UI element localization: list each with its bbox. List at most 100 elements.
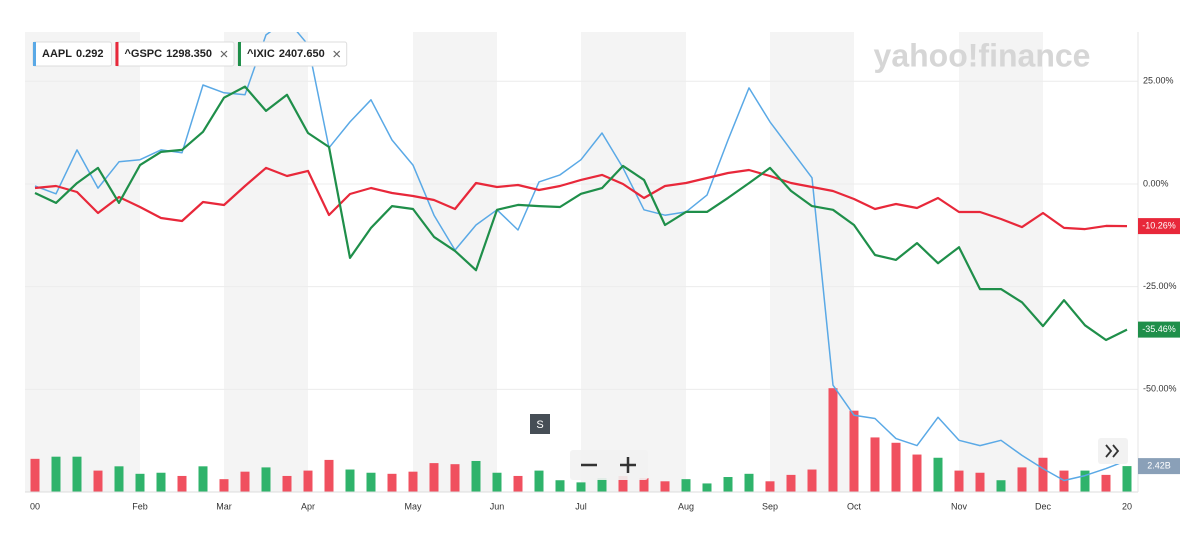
legend-name: ^IXIC — [247, 48, 275, 60]
x-tick-label: May — [404, 501, 422, 511]
expand-button[interactable] — [1098, 438, 1128, 464]
volume-bar — [450, 464, 460, 492]
month-band — [959, 32, 1043, 492]
y-tick-label: 0.00% — [1143, 178, 1169, 188]
volume-bar — [954, 470, 964, 492]
volume-badge — [1138, 458, 1180, 475]
watermark: yahoo!finance — [874, 37, 1091, 73]
volume-bar — [660, 481, 670, 492]
lines — [34, 32, 1128, 482]
volume-bar — [933, 457, 943, 492]
x-tick-label: Feb — [132, 501, 148, 511]
legend: AAPL 0.292 ^GSPC 1298.350 ^IXIC 2407.650 — [32, 41, 348, 67]
volume-bar — [324, 459, 334, 492]
series-line — [34, 32, 1128, 482]
volume-bar — [1080, 470, 1090, 492]
volume-bar — [303, 470, 313, 492]
month-band — [25, 32, 140, 492]
volume-bar — [492, 472, 502, 492]
end-badge-label: -10.26% — [1142, 220, 1176, 230]
legend-item[interactable]: ^IXIC 2407.650 — [237, 41, 348, 67]
legend-close[interactable] — [333, 50, 341, 58]
event-marker-box[interactable] — [530, 414, 550, 434]
volume-bar — [51, 456, 61, 492]
volume-bar — [366, 472, 376, 492]
legend-close[interactable] — [220, 50, 228, 58]
volume-bar — [1038, 457, 1048, 492]
end-badge — [1138, 218, 1180, 235]
volume-bar — [534, 470, 544, 492]
volume-bar — [156, 472, 166, 492]
expand-icon[interactable] — [1105, 444, 1120, 458]
volume-bar — [723, 477, 733, 492]
volume-bar — [261, 467, 271, 492]
grid — [25, 80, 1138, 390]
volume-bar — [702, 483, 712, 492]
volume-bar — [996, 480, 1006, 492]
volume-bar — [72, 456, 82, 492]
x-tick-label: 20 — [1122, 501, 1132, 511]
event-marker[interactable]: S — [536, 419, 543, 431]
volume-bar — [1059, 470, 1069, 492]
legend-swatch — [115, 42, 119, 66]
month-band — [581, 32, 686, 492]
x-tick-label: Mar — [216, 501, 232, 511]
legend-item[interactable]: ^GSPC 1298.350 — [114, 41, 235, 67]
volume-bar — [576, 482, 586, 492]
volume-bar — [198, 466, 208, 492]
month-band — [413, 32, 497, 492]
legend-swatch — [33, 42, 36, 66]
legend-quote: 0.292 — [76, 48, 104, 60]
month-band — [770, 32, 854, 492]
end-badge-label: -35.46% — [1142, 324, 1176, 334]
y-tick-label: -25.00% — [1143, 281, 1177, 291]
volume-bar — [744, 473, 754, 492]
y-tick-label: -50.00% — [1143, 384, 1177, 394]
x-tick-label: Oct — [847, 501, 862, 511]
volume-bar — [177, 475, 187, 492]
axis-labels: 00 Feb Mar Apr May Jun Jul Aug Sep Oct Nov Dec 20 25.… — [30, 76, 1177, 512]
end-badges: -10.26% -35.46% 2.42B — [1138, 218, 1180, 475]
volume-bar — [30, 458, 40, 492]
volume-bar — [93, 470, 103, 492]
volume-bar — [471, 460, 481, 492]
volume-bar — [408, 471, 418, 492]
volume-bar — [555, 480, 565, 492]
volume-bars — [30, 388, 1132, 492]
legend-name: ^GSPC — [124, 48, 162, 60]
volume-bar — [1122, 466, 1132, 492]
volume-bar — [429, 463, 439, 492]
volume-bar — [765, 481, 775, 492]
volume-bar — [240, 471, 250, 492]
volume-bar — [618, 475, 628, 492]
volume-bar — [828, 388, 838, 492]
x-tick-label: Jul — [575, 501, 587, 511]
volume-bar — [975, 472, 985, 492]
x-tick-label: Nov — [951, 501, 968, 511]
volume-bar — [597, 478, 607, 492]
x-tick-label: Dec — [1035, 501, 1052, 511]
volume-bar — [282, 475, 292, 492]
volume-bar — [807, 469, 817, 492]
x-tick-label: Sep — [762, 501, 778, 511]
series-line — [34, 85, 1128, 342]
legend-item[interactable]: AAPL 0.292 — [32, 41, 112, 67]
volume-bar — [219, 479, 229, 492]
volume-bar — [114, 466, 124, 492]
y-tick-label: 25.00% — [1143, 76, 1174, 86]
volume-bar — [681, 479, 691, 492]
volume-bar — [849, 410, 859, 492]
month-band — [224, 32, 308, 492]
volume-bar — [387, 473, 397, 492]
end-badge — [1138, 321, 1180, 338]
x-tick-label: Aug — [678, 501, 694, 511]
volume-bar — [891, 442, 901, 492]
volume-bar — [786, 474, 796, 492]
legend-quote: 2407.650 — [279, 48, 325, 60]
series-line — [34, 166, 1128, 231]
legend-quote: 1298.350 — [166, 48, 212, 60]
legend-name: AAPL — [42, 48, 72, 60]
volume-bar — [1017, 467, 1027, 492]
legend-swatch — [237, 42, 241, 66]
